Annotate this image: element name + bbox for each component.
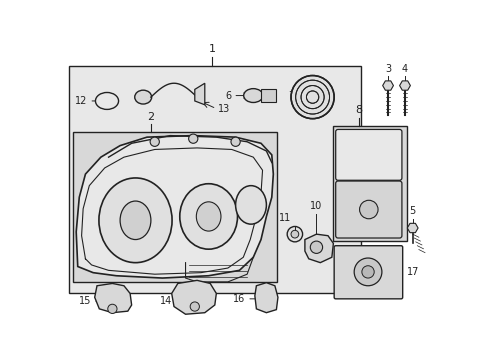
Text: 2: 2	[147, 112, 154, 122]
Circle shape	[361, 266, 373, 278]
Ellipse shape	[196, 202, 221, 231]
Text: 3: 3	[384, 64, 390, 74]
Bar	[68, 66, 360, 293]
Circle shape	[188, 134, 198, 143]
Polygon shape	[76, 136, 273, 278]
Polygon shape	[305, 234, 333, 263]
Text: 4: 4	[401, 64, 407, 74]
Circle shape	[353, 258, 381, 286]
Polygon shape	[399, 81, 409, 90]
Circle shape	[190, 302, 199, 311]
Text: 1: 1	[208, 44, 216, 54]
Text: 11: 11	[278, 213, 290, 223]
Polygon shape	[171, 280, 216, 314]
Text: 13: 13	[218, 104, 230, 114]
Ellipse shape	[99, 178, 172, 263]
Polygon shape	[382, 81, 393, 90]
Ellipse shape	[120, 201, 151, 239]
Text: 9: 9	[394, 150, 400, 160]
Text: 15: 15	[79, 296, 91, 306]
Circle shape	[290, 230, 298, 238]
Text: 12: 12	[75, 96, 87, 106]
Circle shape	[310, 241, 322, 253]
Circle shape	[107, 304, 117, 314]
Ellipse shape	[243, 89, 263, 103]
Text: 5: 5	[409, 206, 415, 216]
Bar	[261, 89, 276, 102]
Circle shape	[290, 76, 333, 119]
Bar	[333, 126, 406, 241]
Polygon shape	[95, 283, 131, 313]
FancyBboxPatch shape	[335, 130, 401, 180]
Text: 17: 17	[406, 267, 418, 277]
Text: 7: 7	[287, 91, 293, 100]
Ellipse shape	[180, 184, 237, 249]
Polygon shape	[407, 223, 417, 233]
FancyBboxPatch shape	[335, 181, 401, 238]
Text: 6: 6	[225, 91, 231, 100]
Polygon shape	[254, 283, 277, 313]
Ellipse shape	[235, 186, 266, 224]
Text: 14: 14	[160, 296, 172, 306]
Circle shape	[286, 226, 302, 242]
Text: 16: 16	[233, 294, 245, 304]
Text: 10: 10	[310, 201, 322, 211]
Circle shape	[230, 137, 240, 147]
FancyBboxPatch shape	[333, 246, 402, 299]
Circle shape	[359, 200, 377, 219]
Text: 8: 8	[354, 105, 362, 115]
Ellipse shape	[95, 93, 118, 109]
Bar	[73, 132, 277, 282]
Circle shape	[150, 137, 159, 147]
Ellipse shape	[135, 90, 151, 104]
Polygon shape	[194, 83, 204, 105]
